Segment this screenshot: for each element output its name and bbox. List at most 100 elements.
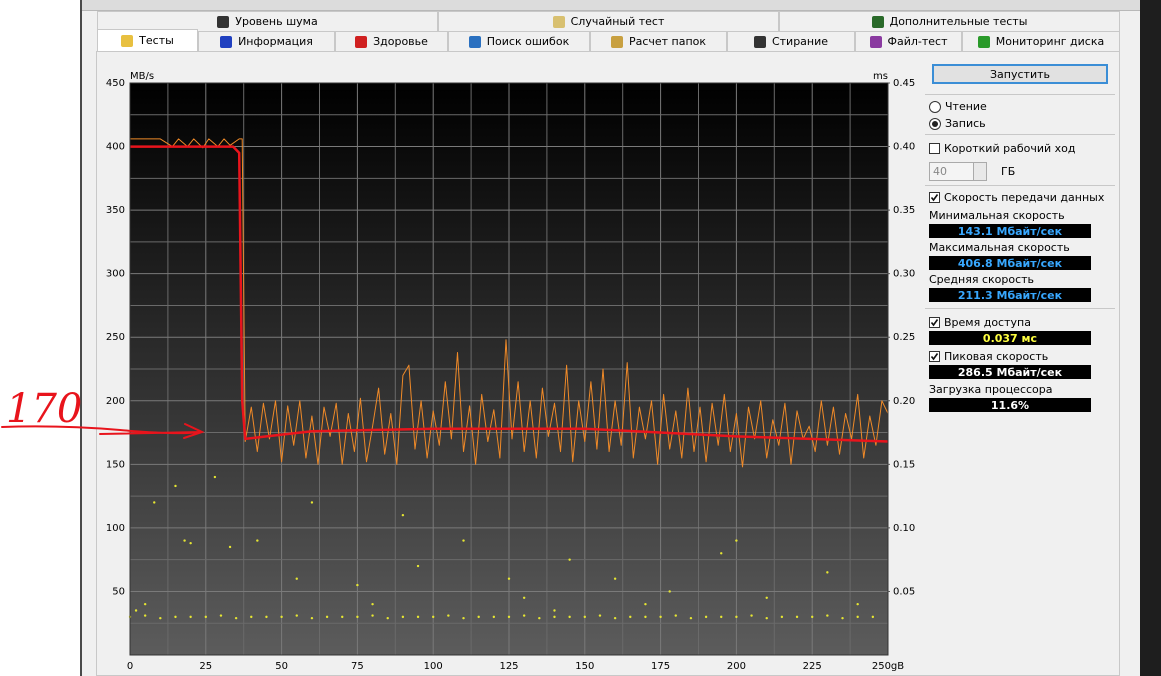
y-tick-label: 250	[106, 332, 125, 343]
data-point	[720, 552, 723, 555]
tab-icon	[869, 35, 882, 48]
data-point	[735, 615, 738, 619]
tab[interactable]: Дополнительные тесты	[779, 11, 1120, 31]
burst-option[interactable]: Пиковая скорость	[929, 350, 1048, 363]
option-label: Скорость передачи данных	[944, 191, 1105, 204]
plot-border	[129, 82, 889, 656]
y2-tick-label: 0.15	[893, 459, 915, 470]
stat-label: Средняя скорость	[929, 273, 1035, 286]
tab-icon	[977, 35, 990, 48]
data-point	[735, 539, 738, 542]
data-point	[507, 615, 511, 619]
tab[interactable]: Уровень шума	[97, 11, 438, 31]
transfer-option[interactable]: Скорость передачи данных	[929, 191, 1104, 204]
start-button[interactable]: Запустить	[932, 64, 1108, 84]
data-point	[856, 615, 859, 619]
tab[interactable]: Расчет папок	[590, 31, 727, 51]
x-tick-label: 250gB	[872, 661, 904, 672]
read-option[interactable]: Чтение	[929, 100, 987, 113]
data-point	[553, 609, 556, 612]
tab-label: Здоровье	[373, 35, 428, 48]
y2-tick-label: 0.25	[893, 332, 915, 343]
size-input[interactable]: 40	[929, 162, 987, 181]
write-option[interactable]: Запись	[929, 117, 986, 130]
data-point	[256, 539, 259, 542]
data-point	[538, 616, 541, 620]
check-mark	[930, 319, 939, 327]
y2-tick-label: 0.10	[893, 523, 915, 534]
tab-label: Тесты	[139, 34, 174, 47]
data-point	[159, 616, 162, 620]
check-mark	[930, 353, 939, 361]
burst-value: 286.5 Мбайт/сек	[929, 365, 1091, 379]
tab-icon	[468, 35, 481, 48]
option-label: Время доступа	[944, 316, 1031, 329]
y2-tick-label: 0.40	[893, 142, 915, 153]
data-point	[189, 541, 192, 545]
spin-buttons[interactable]	[973, 163, 986, 180]
stat-value: 406.8 Мбайт/сек	[929, 256, 1091, 270]
tab-bar: Уровень шума Случайный тест Дополнительные…	[0, 0, 1161, 52]
data-line	[130, 138, 889, 468]
data-point	[644, 615, 647, 619]
x-tick-label: 0	[127, 661, 133, 672]
tab[interactable]: Информация	[198, 31, 335, 51]
tab-label: Мониторинг диска	[995, 35, 1105, 48]
access-option[interactable]: Время доступа	[929, 316, 1031, 329]
separator	[925, 308, 1115, 309]
cpu-label: Загрузка процессора	[929, 383, 1053, 396]
tab-label: Расчет папок	[628, 35, 707, 48]
data-point	[780, 615, 784, 619]
separator	[925, 94, 1115, 95]
data-point	[568, 615, 571, 619]
data-point	[553, 615, 556, 619]
y-tick-label: 450	[106, 78, 125, 89]
option-label: Пиковая скорость	[944, 350, 1049, 363]
radio[interactable]	[929, 117, 941, 130]
short-stroke-option[interactable]: Короткий рабочий ход	[929, 142, 1075, 155]
y2-tick-label: 0.20	[893, 396, 915, 407]
radio[interactable]	[929, 100, 941, 113]
data-point	[765, 596, 768, 599]
checkbox[interactable]	[929, 143, 940, 154]
data-point	[477, 615, 480, 619]
x-tick-label: 150	[575, 661, 594, 672]
data-point	[204, 615, 207, 619]
data-point	[265, 615, 268, 619]
data-point	[462, 616, 465, 620]
data-point	[598, 614, 602, 617]
separator	[925, 134, 1115, 135]
data-point	[416, 615, 420, 619]
tab[interactable]: Стирание	[727, 31, 855, 51]
tab-label: Уровень шума	[235, 15, 318, 28]
data-point	[153, 501, 156, 504]
tab[interactable]: Поиск ошибок	[448, 31, 590, 51]
checkbox[interactable]	[929, 192, 940, 203]
tab[interactable]: Тесты	[97, 29, 198, 51]
size-value: 40	[933, 165, 947, 178]
tab[interactable]: Файл-тест	[855, 31, 962, 51]
data-point	[765, 616, 768, 620]
data-point	[613, 616, 617, 620]
checkbox[interactable]	[929, 351, 940, 362]
y2-tick-label: 0.35	[893, 205, 915, 216]
tab[interactable]: Здоровье	[335, 31, 448, 51]
y2-tick-label: 0.30	[893, 269, 915, 280]
checkbox[interactable]	[929, 317, 940, 328]
y2-tick-label: 0.05	[893, 586, 915, 597]
data-point	[401, 513, 405, 517]
data-point	[174, 484, 177, 488]
data-point	[386, 616, 389, 620]
data-point	[310, 616, 314, 620]
tab-icon	[217, 15, 230, 28]
data-point	[492, 615, 496, 619]
data-point	[826, 571, 829, 574]
data-point	[416, 564, 420, 568]
tab-label: Стирание	[771, 35, 829, 48]
tab[interactable]: Мониторинг диска	[962, 31, 1120, 51]
data-point	[356, 583, 359, 587]
data-point	[250, 615, 253, 619]
tab[interactable]: Случайный тест	[438, 11, 779, 31]
x-tick-label: 75	[351, 661, 364, 672]
